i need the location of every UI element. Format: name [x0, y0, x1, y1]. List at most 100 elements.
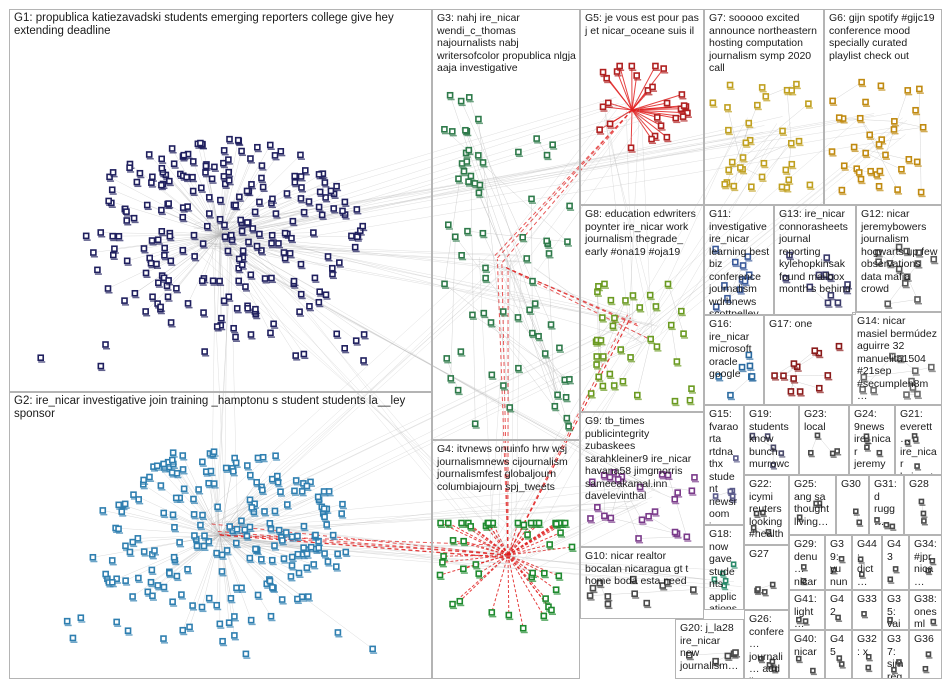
node-label	[299, 494, 307, 497]
group-label: G13: ire_nicar connorasheets journal rep…	[779, 208, 851, 295]
node-label	[180, 253, 188, 256]
group-label: G32: x	[857, 633, 877, 658]
node-label	[599, 321, 607, 323]
node	[232, 459, 240, 467]
node-label	[248, 338, 256, 340]
node-label	[162, 251, 170, 254]
edge	[112, 234, 221, 237]
node-label	[148, 585, 156, 588]
node-label	[675, 496, 683, 498]
node-label	[295, 557, 303, 560]
node-label	[931, 262, 939, 265]
node	[514, 314, 522, 321]
node-label	[466, 100, 474, 103]
node-label	[271, 327, 279, 329]
node	[234, 136, 242, 144]
node-label	[313, 552, 321, 555]
node-label	[233, 546, 241, 549]
node	[291, 487, 298, 495]
node	[607, 514, 615, 522]
node	[248, 181, 255, 188]
node-label	[876, 147, 884, 150]
node-label	[882, 158, 890, 160]
node-label	[301, 529, 309, 532]
group-panel-g38: G38: ones ml	[909, 590, 942, 630]
node	[282, 529, 290, 536]
node	[617, 346, 625, 353]
node	[715, 373, 723, 380]
node	[269, 584, 276, 591]
node-label	[206, 601, 214, 604]
edge	[219, 182, 325, 236]
node	[653, 114, 661, 121]
node-label	[690, 593, 698, 595]
node	[275, 526, 283, 534]
node-label	[600, 75, 608, 78]
node	[288, 562, 296, 569]
node	[622, 297, 629, 304]
edge	[496, 258, 509, 556]
node-label	[279, 543, 287, 546]
node	[455, 175, 462, 183]
node	[769, 581, 776, 588]
node-label	[159, 162, 167, 164]
group-panel-g37: G37: sim reg…	[882, 630, 909, 679]
node-label	[173, 501, 181, 503]
node-label	[335, 557, 343, 559]
node-label	[771, 468, 778, 470]
node	[142, 308, 149, 315]
node	[165, 200, 172, 207]
node-label	[252, 315, 260, 317]
node-label	[110, 175, 118, 178]
edge	[247, 233, 507, 569]
node-label	[859, 577, 866, 579]
node-label	[722, 588, 729, 591]
node	[475, 570, 483, 577]
node-label	[472, 427, 480, 429]
node	[242, 283, 249, 290]
node-label	[729, 165, 737, 168]
node	[437, 519, 444, 527]
node	[190, 511, 198, 518]
node-label	[630, 298, 638, 301]
node	[323, 521, 330, 528]
edge	[507, 554, 533, 578]
node-label	[226, 300, 234, 302]
node	[875, 141, 883, 148]
node-label	[342, 205, 350, 207]
node-label	[201, 549, 209, 552]
node-label	[725, 659, 733, 661]
edge	[201, 534, 221, 608]
edge	[206, 260, 520, 545]
node-label	[98, 235, 106, 238]
node	[123, 257, 131, 265]
group-label: G23: local	[804, 408, 827, 433]
node-label	[851, 150, 859, 153]
group-label: G31: d rugg…	[874, 478, 897, 528]
node-label	[766, 534, 773, 537]
node	[238, 261, 246, 269]
node	[278, 596, 286, 603]
node-label	[111, 252, 119, 254]
node	[519, 624, 527, 632]
node-label	[464, 234, 472, 237]
group-panel-g34: G34: #jpr nica…	[909, 535, 942, 590]
node-label	[913, 442, 920, 444]
group-panel-g41: G41: light… talks…	[789, 590, 825, 630]
node-label	[220, 644, 228, 647]
node-label	[329, 277, 337, 280]
node-label	[343, 555, 351, 558]
node	[712, 657, 719, 665]
node	[130, 491, 137, 498]
node	[554, 391, 561, 399]
node	[647, 335, 654, 343]
node-label	[759, 661, 766, 664]
node	[787, 388, 795, 395]
group-panel-g30: G30	[836, 475, 869, 535]
node	[266, 577, 274, 585]
node-label	[622, 303, 630, 306]
node-label	[906, 162, 914, 165]
node-label	[731, 567, 738, 569]
node-label	[915, 267, 923, 269]
node	[449, 537, 457, 544]
